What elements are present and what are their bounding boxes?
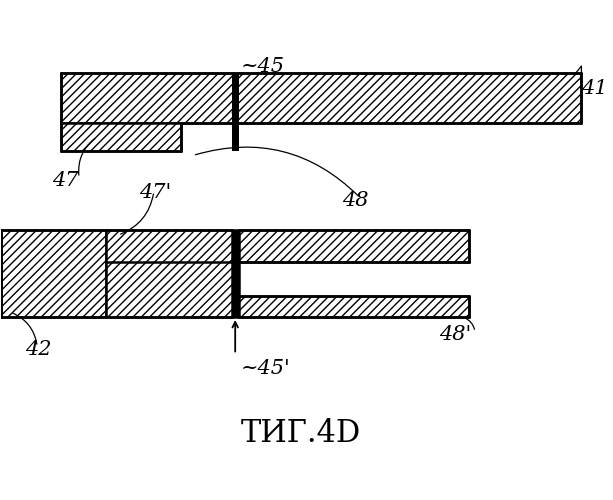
Text: 47: 47 bbox=[52, 171, 78, 190]
Text: ΤИГ.4D: ΤИГ.4D bbox=[240, 418, 360, 450]
Text: 41: 41 bbox=[581, 79, 608, 98]
Bar bbox=[239, 296, 469, 317]
Bar bbox=[232, 230, 239, 317]
Bar bbox=[1, 230, 106, 317]
Bar bbox=[239, 230, 469, 262]
Text: ~45: ~45 bbox=[241, 57, 285, 76]
Text: ~45': ~45' bbox=[241, 360, 291, 378]
Bar bbox=[232, 74, 239, 150]
Text: 47': 47' bbox=[139, 184, 171, 203]
Text: 48: 48 bbox=[342, 191, 369, 210]
Bar bbox=[61, 123, 181, 150]
Text: 42: 42 bbox=[25, 340, 52, 359]
Bar bbox=[106, 230, 232, 317]
Bar bbox=[61, 74, 581, 123]
Text: 48': 48' bbox=[439, 325, 471, 344]
